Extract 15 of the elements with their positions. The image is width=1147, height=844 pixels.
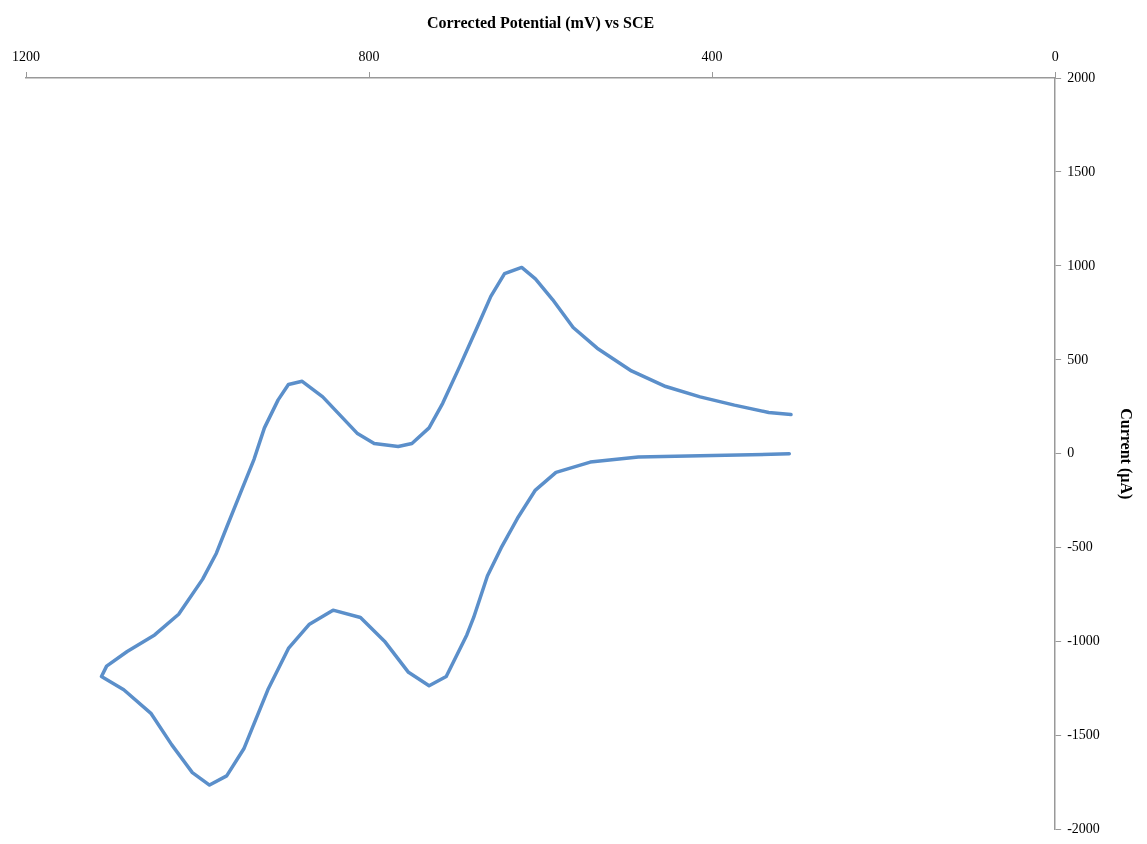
x-tick-label: 1200 <box>12 49 40 65</box>
y-tick-label: 500 <box>1067 351 1089 367</box>
y-tick-label: 1000 <box>1067 257 1096 273</box>
x-tick-label: 0 <box>1051 49 1059 65</box>
y-axis-title: Current (µA) <box>1117 408 1136 500</box>
y-tick-label: 2000 <box>1067 69 1096 85</box>
y-tick-label: -1500 <box>1067 727 1100 743</box>
y-tick-label: 0 <box>1067 445 1075 461</box>
x-tick-label: 800 <box>358 49 380 65</box>
y-tick-label: -500 <box>1067 539 1093 555</box>
y-tick-label: -2000 <box>1067 821 1100 837</box>
x-axis-title: Corrected Potential (mV) vs SCE <box>426 13 655 32</box>
y-tick-label: -1000 <box>1067 633 1100 649</box>
y-tick-label: 1500 <box>1067 163 1096 179</box>
x-tick-label: 400 <box>701 49 723 65</box>
